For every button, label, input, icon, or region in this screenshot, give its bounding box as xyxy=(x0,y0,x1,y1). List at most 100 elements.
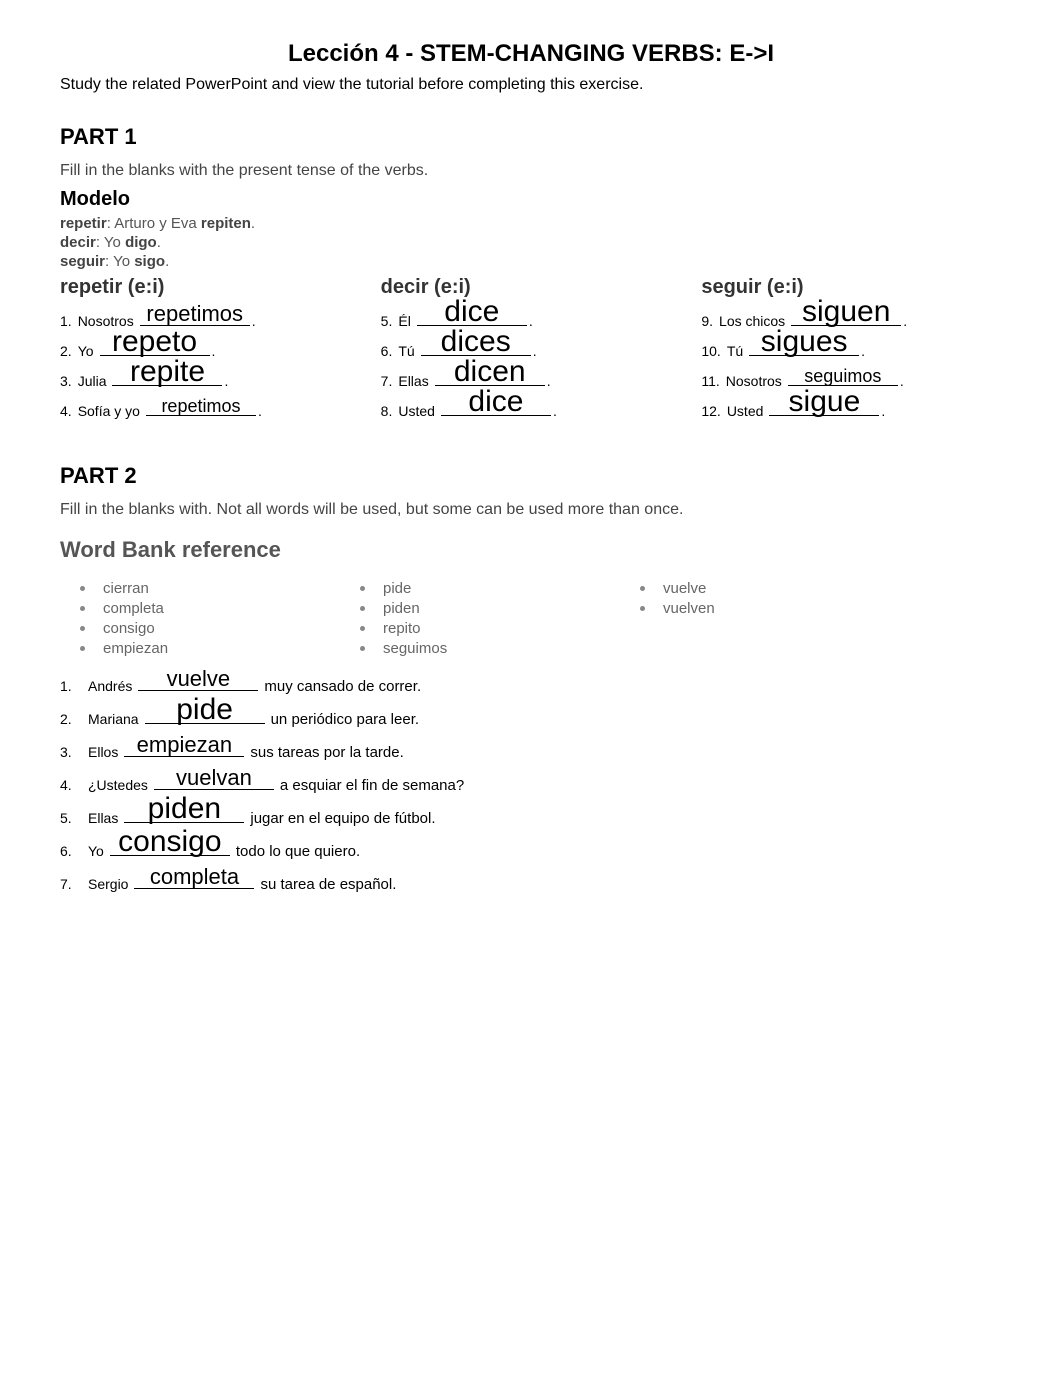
period: . xyxy=(900,373,904,389)
blank-line[interactable]: sigue xyxy=(769,415,879,416)
blank-line[interactable]: pide xyxy=(145,723,265,724)
blank-line[interactable]: repite xyxy=(112,385,222,386)
answer-text: pide xyxy=(176,695,233,725)
wordbank-item: cierran xyxy=(60,580,280,597)
blank-line[interactable]: vuelvan xyxy=(154,789,274,790)
blank-line[interactable]: completa xyxy=(134,888,254,889)
item-number: 12. xyxy=(701,403,720,419)
answer-text: repite xyxy=(130,357,205,387)
blank-line[interactable]: piden xyxy=(124,822,244,823)
answer-text: piden xyxy=(148,794,221,824)
part1-instructions: Fill in the blanks with the present tens… xyxy=(60,162,1002,180)
period: . xyxy=(224,373,228,389)
wordbank-word: repito xyxy=(383,620,421,637)
wordbank-item: consigo xyxy=(60,620,280,637)
period: . xyxy=(903,313,907,329)
part1-heading: PART 1 xyxy=(60,124,1002,150)
item-number: 5. xyxy=(381,313,393,329)
period: . xyxy=(533,343,537,359)
part2-heading: PART 2 xyxy=(60,463,1002,489)
item-tail: su tarea de español. xyxy=(260,876,396,893)
answer-text: vuelve xyxy=(167,668,231,690)
wordbank-heading: Word Bank reference xyxy=(60,537,1002,563)
blank-line[interactable]: sigues xyxy=(749,355,859,356)
answer-text: dices xyxy=(441,327,511,357)
item-subject: Yo xyxy=(88,843,104,859)
bullet-icon xyxy=(80,586,85,591)
wordbank-item: seguimos xyxy=(340,640,560,657)
item-subject: Julia xyxy=(78,373,107,389)
verb-header: repetir (e:i) xyxy=(60,276,361,299)
blank-line[interactable]: dice xyxy=(441,415,551,416)
answer-text: siguen xyxy=(802,297,890,327)
answer-text: vuelvan xyxy=(176,767,252,789)
part2-item: 2.Marianapide un periódico para leer. xyxy=(60,711,1002,728)
item-subject: Usted xyxy=(727,403,764,419)
item-number: 2. xyxy=(60,711,82,727)
item-number: 2. xyxy=(60,343,72,359)
wordbank-item: repito xyxy=(340,620,560,637)
page-subtitle: Study the related PowerPoint and view th… xyxy=(60,76,1002,94)
item-number: 4. xyxy=(60,403,72,419)
blank-item: 2.Yorepeto. xyxy=(60,343,361,359)
verb-column: seguir (e:i)9.Los chicossiguen.10.Túsigu… xyxy=(701,276,1002,433)
wordbank-word: seguimos xyxy=(383,640,447,657)
answer-text: seguimos xyxy=(804,367,881,385)
period: . xyxy=(861,343,865,359)
answer-text: sigues xyxy=(761,327,848,357)
item-subject: Ellas xyxy=(88,810,118,826)
item-number: 3. xyxy=(60,373,72,389)
wordbank-word: piden xyxy=(383,600,420,617)
item-number: 4. xyxy=(60,777,82,793)
wordbank-item: pide xyxy=(340,580,560,597)
period: . xyxy=(252,313,256,329)
wordbank-column: pide piden repito seguimos xyxy=(340,577,560,660)
answer-text: empiezan xyxy=(137,734,232,756)
bullet-icon xyxy=(640,586,645,591)
blank-item: 1.Nosotrosrepetimos. xyxy=(60,313,361,329)
blank-item: 3. Julia repite. xyxy=(60,373,361,389)
wordbank-column: cierrancompletaconsigoempiezan xyxy=(60,577,280,660)
wordbank-word: vuelve xyxy=(663,580,706,597)
answer-text: repetimos xyxy=(146,303,243,325)
blank-line[interactable]: vuelve xyxy=(138,690,258,691)
item-tail: a esquiar el fin de semana? xyxy=(280,777,464,794)
item-tail: jugar en el equipo de fútbol. xyxy=(250,810,435,827)
part2-item: 7.Sergiocompleta su tarea de español. xyxy=(60,876,1002,893)
wordbank-column: vuelve vuelven xyxy=(620,577,840,660)
blank-line[interactable]: empiezan xyxy=(124,756,244,757)
answer-text: dice xyxy=(468,387,523,417)
item-subject: Sergio xyxy=(88,876,128,892)
blank-item: 6.Túdices. xyxy=(381,343,682,359)
item-number: 5. xyxy=(60,810,82,826)
wordbank-word: consigo xyxy=(103,620,155,637)
period: . xyxy=(553,403,557,419)
bullet-icon xyxy=(360,586,365,591)
blank-line[interactable]: consigo xyxy=(110,855,230,856)
item-subject: Nosotros xyxy=(726,373,782,389)
wordbank-word: pide xyxy=(383,580,411,597)
item-subject: Mariana xyxy=(88,711,139,727)
item-subject: Usted xyxy=(398,403,435,419)
answer-text: completa xyxy=(150,866,239,888)
wordbank-word: cierran xyxy=(103,580,149,597)
page-title: Lección 4 - STEM-CHANGING VERBS: E->I xyxy=(60,40,1002,68)
blank-line[interactable]: repetimos xyxy=(146,415,256,416)
period: . xyxy=(881,403,885,419)
item-tail: muy cansado de correr. xyxy=(264,678,421,695)
wordbank-item: completa xyxy=(60,600,280,617)
bullet-icon xyxy=(360,606,365,611)
item-tail: todo lo que quiero. xyxy=(236,843,360,860)
item-number: 9. xyxy=(701,313,713,329)
item-number: 6. xyxy=(60,843,82,859)
item-subject: Tú xyxy=(727,343,743,359)
item-subject: Sofía y yo xyxy=(78,403,140,419)
verb-column: repetir (e:i) 1.Nosotrosrepetimos. 2.Yorep… xyxy=(60,276,361,433)
item-number: 1. xyxy=(60,678,82,694)
verb-columns: repetir (e:i) 1.Nosotrosrepetimos. 2.Yorep… xyxy=(60,276,1002,433)
wordbank-item: vuelven xyxy=(620,600,840,617)
period: . xyxy=(547,373,551,389)
item-number: 7. xyxy=(381,373,393,389)
wordbank-item: vuelve xyxy=(620,580,840,597)
wordbank-word: vuelven xyxy=(663,600,715,617)
